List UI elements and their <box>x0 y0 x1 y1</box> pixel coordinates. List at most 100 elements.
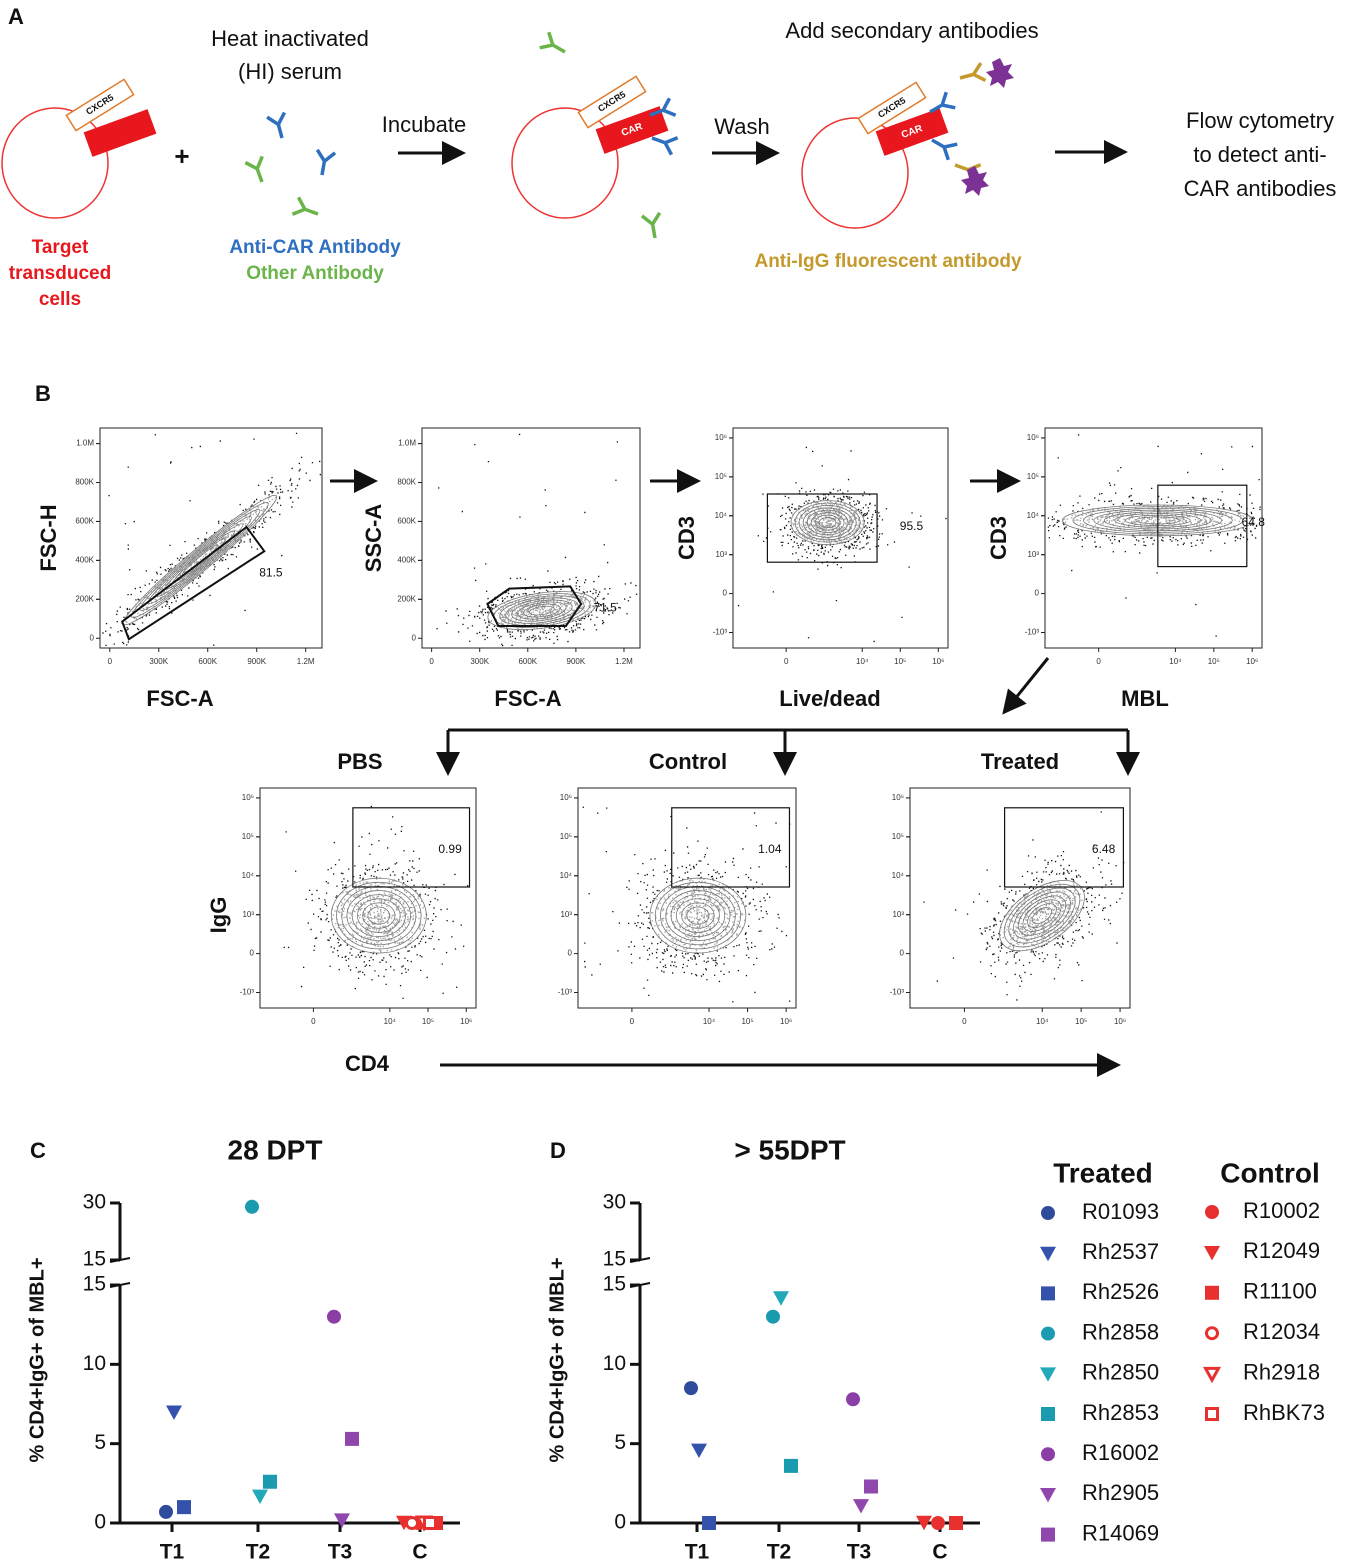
y-tick-label: 800K <box>75 478 94 487</box>
contour <box>1008 887 1076 944</box>
flow-plot: 95.5 10⁶ 10⁵ 10⁴ 10³ 0 -10³ 0 10⁴ 10⁵ 10⁶ <box>713 427 949 666</box>
gate <box>766 493 878 563</box>
x-tick-label: 900K <box>567 657 586 666</box>
gate-value: 0.99 <box>438 842 462 856</box>
contour <box>499 595 585 626</box>
gate-value: 6.48 <box>1092 842 1116 856</box>
panel-label: B <box>35 381 51 406</box>
plot-title: Control <box>649 749 727 774</box>
y-tick-label: 10⁶ <box>892 793 904 802</box>
legend-label: Rh2526 <box>1082 1279 1159 1304</box>
x-tick-label: 0 <box>311 1017 316 1026</box>
y-tick-label: 0 <box>412 633 417 642</box>
y-tick-label: -10³ <box>713 628 728 637</box>
legend-label: R01093 <box>1082 1199 1159 1224</box>
flow-plot: 71.5 1.0M 800K 600K 400K 200K 0 0 300K 600K 900K 1.… <box>397 427 641 666</box>
serum-text: (HI) serum <box>238 59 342 84</box>
contour <box>654 881 741 950</box>
y-tick-label: 5 <box>614 1431 626 1454</box>
antibody <box>537 30 572 62</box>
x-tick-label: T1 <box>160 1541 185 1564</box>
y-tick-label: 0 <box>723 589 728 598</box>
x-tick-label: 0 <box>630 1017 635 1026</box>
data-point <box>853 1499 869 1514</box>
data-point <box>166 1405 182 1420</box>
x-tick-label: 300K <box>149 657 168 666</box>
cell <box>801 117 909 229</box>
gate-value: 81.5 <box>259 565 283 579</box>
y-tick-label: 10³ <box>892 910 904 919</box>
cell <box>1 107 109 219</box>
data-point <box>405 1516 419 1530</box>
x-tick-label: 1.2M <box>297 657 315 666</box>
contour <box>810 512 845 533</box>
panel-label: A <box>8 4 24 29</box>
x-tick-label: 10⁵ <box>422 1017 434 1026</box>
x-tick-label: 10⁵ <box>1208 657 1220 666</box>
y-tick-label: 10⁶ <box>560 793 572 802</box>
y-tick-label: 1.0M <box>398 439 416 448</box>
y-tick-label: 10⁶ <box>1027 433 1039 442</box>
panel-label: D <box>550 1138 566 1163</box>
legend-label: Rh2850 <box>1082 1360 1159 1385</box>
contour <box>806 509 849 536</box>
y-tick-label: 30 <box>83 1191 106 1214</box>
gate <box>486 585 583 627</box>
contour <box>999 880 1085 952</box>
legend-marker <box>1041 1407 1055 1421</box>
antibody <box>311 148 337 179</box>
contour <box>523 603 561 618</box>
legend-label: Rh2858 <box>1082 1319 1159 1344</box>
contour <box>798 505 857 541</box>
car-receptor: CAR <box>875 108 949 156</box>
serum-text: Heat inactivated <box>211 26 369 51</box>
legend-label: Rh2853 <box>1082 1400 1159 1425</box>
x-tick-label: T1 <box>685 1541 710 1564</box>
axis-label: CD3 <box>674 516 699 560</box>
plot-frame <box>732 427 949 649</box>
legend-text: Anti-IgG fluorescent antibody <box>754 251 1021 272</box>
axis-label: Live/dead <box>779 686 880 711</box>
y-tick-label: 10⁴ <box>560 871 573 880</box>
x-tick-label: T3 <box>328 1541 353 1564</box>
y-tick-label: 200K <box>397 594 416 603</box>
y-tick-label: 10³ <box>242 910 254 919</box>
contour <box>505 597 579 624</box>
contour <box>330 877 427 954</box>
x-tick-label: 10⁶ <box>932 657 944 666</box>
legend-text: transduced <box>9 263 111 284</box>
x-tick-label: 600K <box>198 657 217 666</box>
y-tick-label: 0 <box>90 633 95 642</box>
x-tick-label: 10⁵ <box>1075 1017 1087 1026</box>
data-point <box>766 1309 780 1324</box>
contour <box>1027 903 1057 928</box>
legend-label: Rh2537 <box>1082 1239 1159 1264</box>
y-tick-label: 200K <box>75 594 94 603</box>
contour <box>139 509 261 611</box>
legend-label: R11100 <box>1243 1279 1317 1304</box>
y-tick-label: 10⁵ <box>560 832 572 841</box>
y-tick-label: -10³ <box>890 988 905 997</box>
axis-label: CD3 <box>986 516 1011 560</box>
y-tick-label: -10³ <box>558 988 573 997</box>
data-point <box>334 1513 350 1528</box>
contour <box>802 507 853 538</box>
plot-title: PBS <box>337 749 382 774</box>
contour <box>790 500 865 545</box>
data-point <box>327 1309 341 1324</box>
arrow <box>1002 657 1050 715</box>
step-label: Flow cytometry <box>1186 108 1334 133</box>
x-tick-label: T2 <box>246 1541 271 1564</box>
step-label: to detect anti- <box>1193 142 1326 167</box>
y-tick-label: 10⁴ <box>1027 511 1040 520</box>
x-tick-label: 10⁴ <box>1036 1017 1049 1026</box>
x-tick-label: 0 <box>962 1017 967 1026</box>
flow-plot: 64.8 10⁶ 10⁵ 10⁴ 10³ 0 -10³ 0 10⁴ 10⁵ 10⁶ <box>1025 427 1265 666</box>
x-tick-label: C <box>412 1541 427 1564</box>
contour <box>1003 883 1081 948</box>
contour <box>681 902 715 929</box>
y-tick-label: 0 <box>1035 589 1040 598</box>
